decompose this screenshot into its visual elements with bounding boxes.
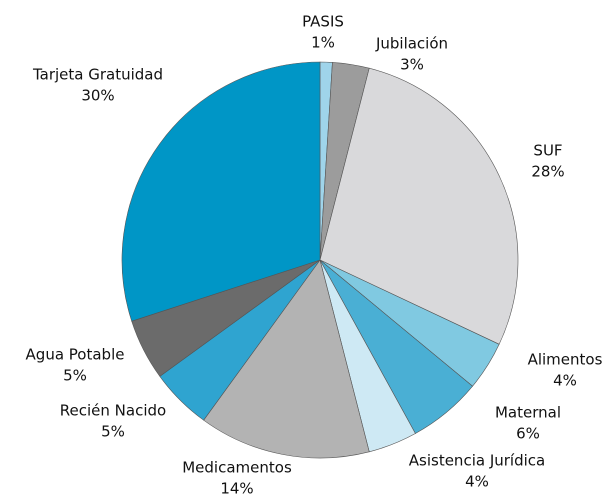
pie-slice <box>203 259 370 459</box>
slice-value: 4% <box>465 473 489 491</box>
slice-value: 3% <box>400 56 424 74</box>
slice-label: Agua Potable <box>26 346 125 364</box>
slice-value: 4% <box>553 372 577 390</box>
slice-label: Asistencia Jurídica <box>409 452 545 470</box>
slice-label: SUF <box>533 142 562 160</box>
slice-value: 14% <box>220 480 253 498</box>
slice-label: Alimentos <box>528 351 603 369</box>
slice-value: 5% <box>63 367 87 385</box>
pie-slice <box>319 67 519 345</box>
slice-value: 1% <box>311 34 335 52</box>
slice-value: 5% <box>101 423 125 441</box>
slice-label: Maternal <box>495 404 561 422</box>
slice-label: Tarjeta Gratuidad <box>32 66 163 84</box>
slice-label: Jubilación <box>375 35 448 53</box>
slice-label: Medicamentos <box>182 459 292 477</box>
slice-label: Recién Nacido <box>60 402 166 420</box>
slice-value: 28% <box>531 163 564 181</box>
slice-label: PASIS <box>302 13 344 31</box>
pie-slice <box>121 61 321 322</box>
slice-value: 6% <box>516 425 540 443</box>
slice-value: 30% <box>81 87 114 105</box>
